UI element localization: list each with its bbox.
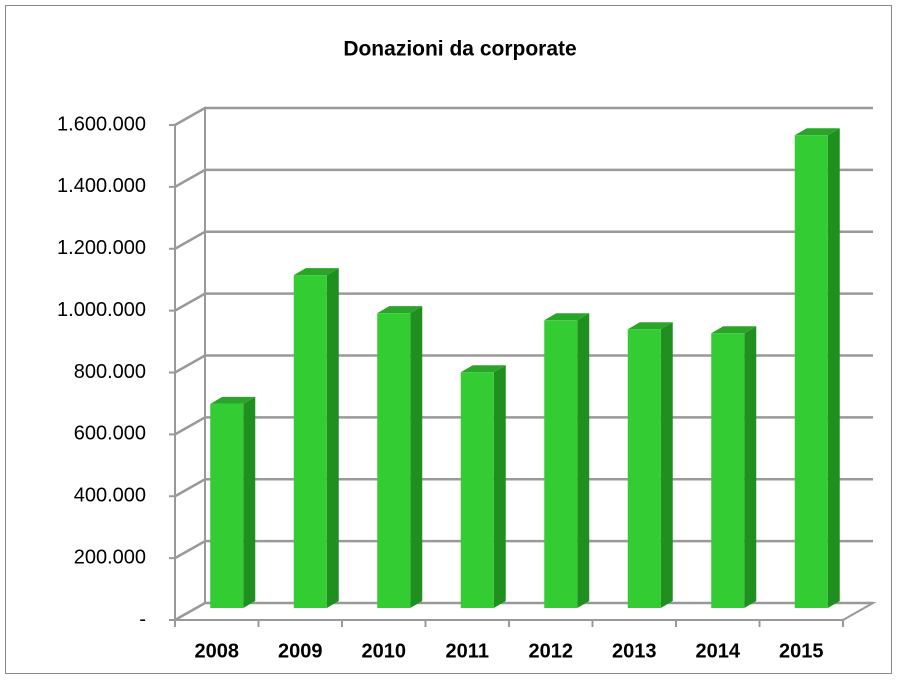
x-tick-label: 2010 [362,640,407,662]
bar [794,128,840,608]
chart-title: Donazioni da corporate [343,38,576,61]
chart-border [5,5,892,674]
y-tick-label: 800.000 [74,361,146,383]
bar [460,365,506,608]
bar [544,313,590,608]
y-tick-label: 600.000 [74,423,146,445]
x-tick-label: 2008 [195,640,240,662]
y-tick-label: 1.600.000 [57,113,146,135]
x-tick-label: 2015 [779,640,824,662]
x-tick-label: 2012 [529,640,574,662]
grid-line [174,106,873,127]
y-tick-label: 200.000 [74,546,146,568]
x-tick-label: 2009 [278,640,323,662]
grid-line [174,168,873,188]
bar [711,326,757,608]
y-tick-label: 1.200.000 [57,237,146,259]
y-tick-label: 1.000.000 [57,299,146,321]
floor [171,602,877,621]
x-tick-label: 2011 [446,640,489,662]
y-tick-label: 400.000 [74,485,146,507]
y-tick-label: 1.400.000 [57,175,146,197]
x-tick-label: 2014 [696,640,741,662]
bar [377,306,423,608]
grid-line [174,292,873,312]
x-tick-label: 2013 [612,640,657,662]
y-tick-label: - [139,608,146,630]
grid-line [174,230,873,250]
bar [210,396,256,608]
bar [627,322,673,608]
bar [293,268,339,608]
